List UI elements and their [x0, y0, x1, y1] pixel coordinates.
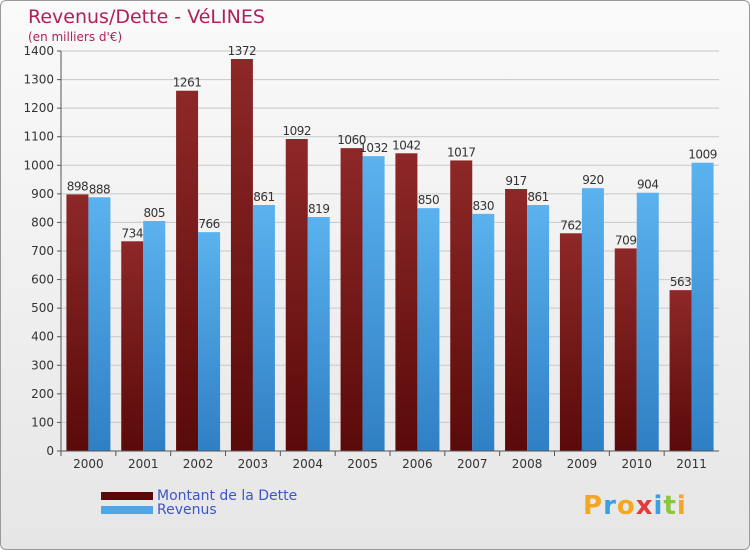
- bar-dette-2004: [285, 139, 308, 451]
- data-label-dette-2008: 917: [505, 174, 526, 188]
- bar-dette-2005: [340, 148, 363, 451]
- y-tick-label-900: 900: [31, 187, 54, 201]
- data-label-dette-2007: 1017: [447, 145, 476, 159]
- data-label-revenus-2004: 819: [308, 202, 329, 216]
- bar-revenus-2000: [88, 197, 111, 451]
- y-tick-label-100: 100: [31, 415, 54, 429]
- data-label-revenus-2003: 861: [253, 190, 274, 204]
- x-tick-label-2002: 2002: [183, 457, 214, 471]
- bar-revenus-2010: [636, 192, 659, 451]
- bar-revenus-2006: [417, 208, 440, 451]
- legend-item-revenus: Revenus: [101, 502, 217, 518]
- y-tick-label-400: 400: [31, 330, 54, 344]
- bar-dette-2007: [450, 160, 473, 451]
- data-label-dette-2000: 898: [67, 179, 88, 193]
- x-tick-label-2008: 2008: [512, 457, 543, 471]
- x-tick-label-2011: 2011: [676, 457, 707, 471]
- legend-label-dette: Montant de la Dette: [157, 488, 298, 504]
- y-tick-label-800: 800: [31, 215, 54, 229]
- x-tick-label-2007: 2007: [457, 457, 488, 471]
- bar-revenus-2004: [307, 217, 330, 451]
- y-tick-label-700: 700: [31, 244, 54, 258]
- bar-dette-2001: [121, 241, 144, 451]
- data-label-dette-2004: 1092: [282, 124, 311, 138]
- x-tick-label-2001: 2001: [128, 457, 159, 471]
- data-label-revenus-2006: 850: [418, 193, 439, 207]
- data-label-revenus-2008: 861: [527, 190, 548, 204]
- data-label-dette-2005: 1060: [337, 133, 366, 147]
- x-tick-label-2005: 2005: [347, 457, 378, 471]
- y-tick-label-1200: 1200: [23, 101, 54, 115]
- bar-revenus-2008: [527, 205, 550, 451]
- bar-dette-2003: [230, 59, 253, 451]
- x-tick-label-2000: 2000: [73, 457, 104, 471]
- legend-swatch-dette: [101, 492, 153, 500]
- bar-dette-2006: [395, 153, 418, 452]
- x-tick-label-2010: 2010: [621, 457, 652, 471]
- data-label-revenus-2010: 904: [637, 178, 658, 192]
- y-tick-label-300: 300: [31, 358, 54, 372]
- bar-revenus-2005: [362, 156, 385, 451]
- bar-revenus-2009: [581, 188, 604, 451]
- data-label-dette-2003: 1372: [228, 44, 257, 58]
- data-label-dette-2002: 1261: [173, 76, 202, 90]
- y-tick-label-600: 600: [31, 273, 54, 287]
- x-tick-label-2003: 2003: [238, 457, 269, 471]
- y-tick-label-1100: 1100: [23, 130, 54, 144]
- bar-dette-2000: [66, 194, 89, 451]
- legend-label-revenus: Revenus: [157, 502, 217, 518]
- bar-dette-2010: [614, 248, 637, 451]
- bar-dette-2008: [505, 189, 528, 451]
- y-tick-label-1000: 1000: [23, 158, 54, 172]
- data-label-revenus-2011: 1009: [688, 148, 717, 162]
- y-tick-label-0: 0: [46, 444, 54, 458]
- data-label-dette-2009: 762: [560, 218, 581, 232]
- bar-dette-2009: [559, 233, 582, 451]
- x-tick-label-2009: 2009: [567, 457, 598, 471]
- chart-subtitle: (en milliers d'€): [28, 30, 123, 44]
- data-label-revenus-2005: 1032: [359, 141, 388, 155]
- legend-item-dette: Montant de la Dette: [101, 488, 298, 504]
- data-label-dette-2011: 563: [670, 275, 691, 289]
- data-label-dette-2010: 709: [615, 233, 636, 247]
- x-tick-label-2006: 2006: [402, 457, 433, 471]
- y-tick-label-500: 500: [31, 301, 54, 315]
- data-label-dette-2001: 734: [122, 226, 143, 240]
- data-label-revenus-2009: 920: [582, 173, 603, 187]
- bar-revenus-2011: [691, 162, 714, 451]
- data-label-revenus-2001: 805: [144, 206, 165, 220]
- bar-revenus-2001: [143, 221, 166, 451]
- y-tick-label-1400: 1400: [23, 44, 54, 58]
- bar-revenus-2002: [198, 232, 221, 451]
- data-label-revenus-2000: 888: [89, 182, 110, 196]
- chart-title: Revenus/Dette - VéLINES: [28, 6, 265, 28]
- x-tick-label-2004: 2004: [292, 457, 323, 471]
- bar-revenus-2007: [472, 213, 495, 451]
- y-tick-label-1300: 1300: [23, 73, 54, 87]
- bar-revenus-2003: [252, 205, 275, 451]
- data-label-revenus-2007: 830: [473, 199, 494, 213]
- proxiti-logo: Proxiti: [583, 491, 687, 521]
- data-label-revenus-2002: 766: [198, 217, 219, 231]
- bar-dette-2002: [176, 90, 199, 451]
- y-tick-label-200: 200: [31, 387, 54, 401]
- data-label-dette-2006: 1042: [392, 138, 421, 152]
- bar-dette-2011: [669, 290, 692, 451]
- legend-swatch-revenus: [101, 506, 153, 514]
